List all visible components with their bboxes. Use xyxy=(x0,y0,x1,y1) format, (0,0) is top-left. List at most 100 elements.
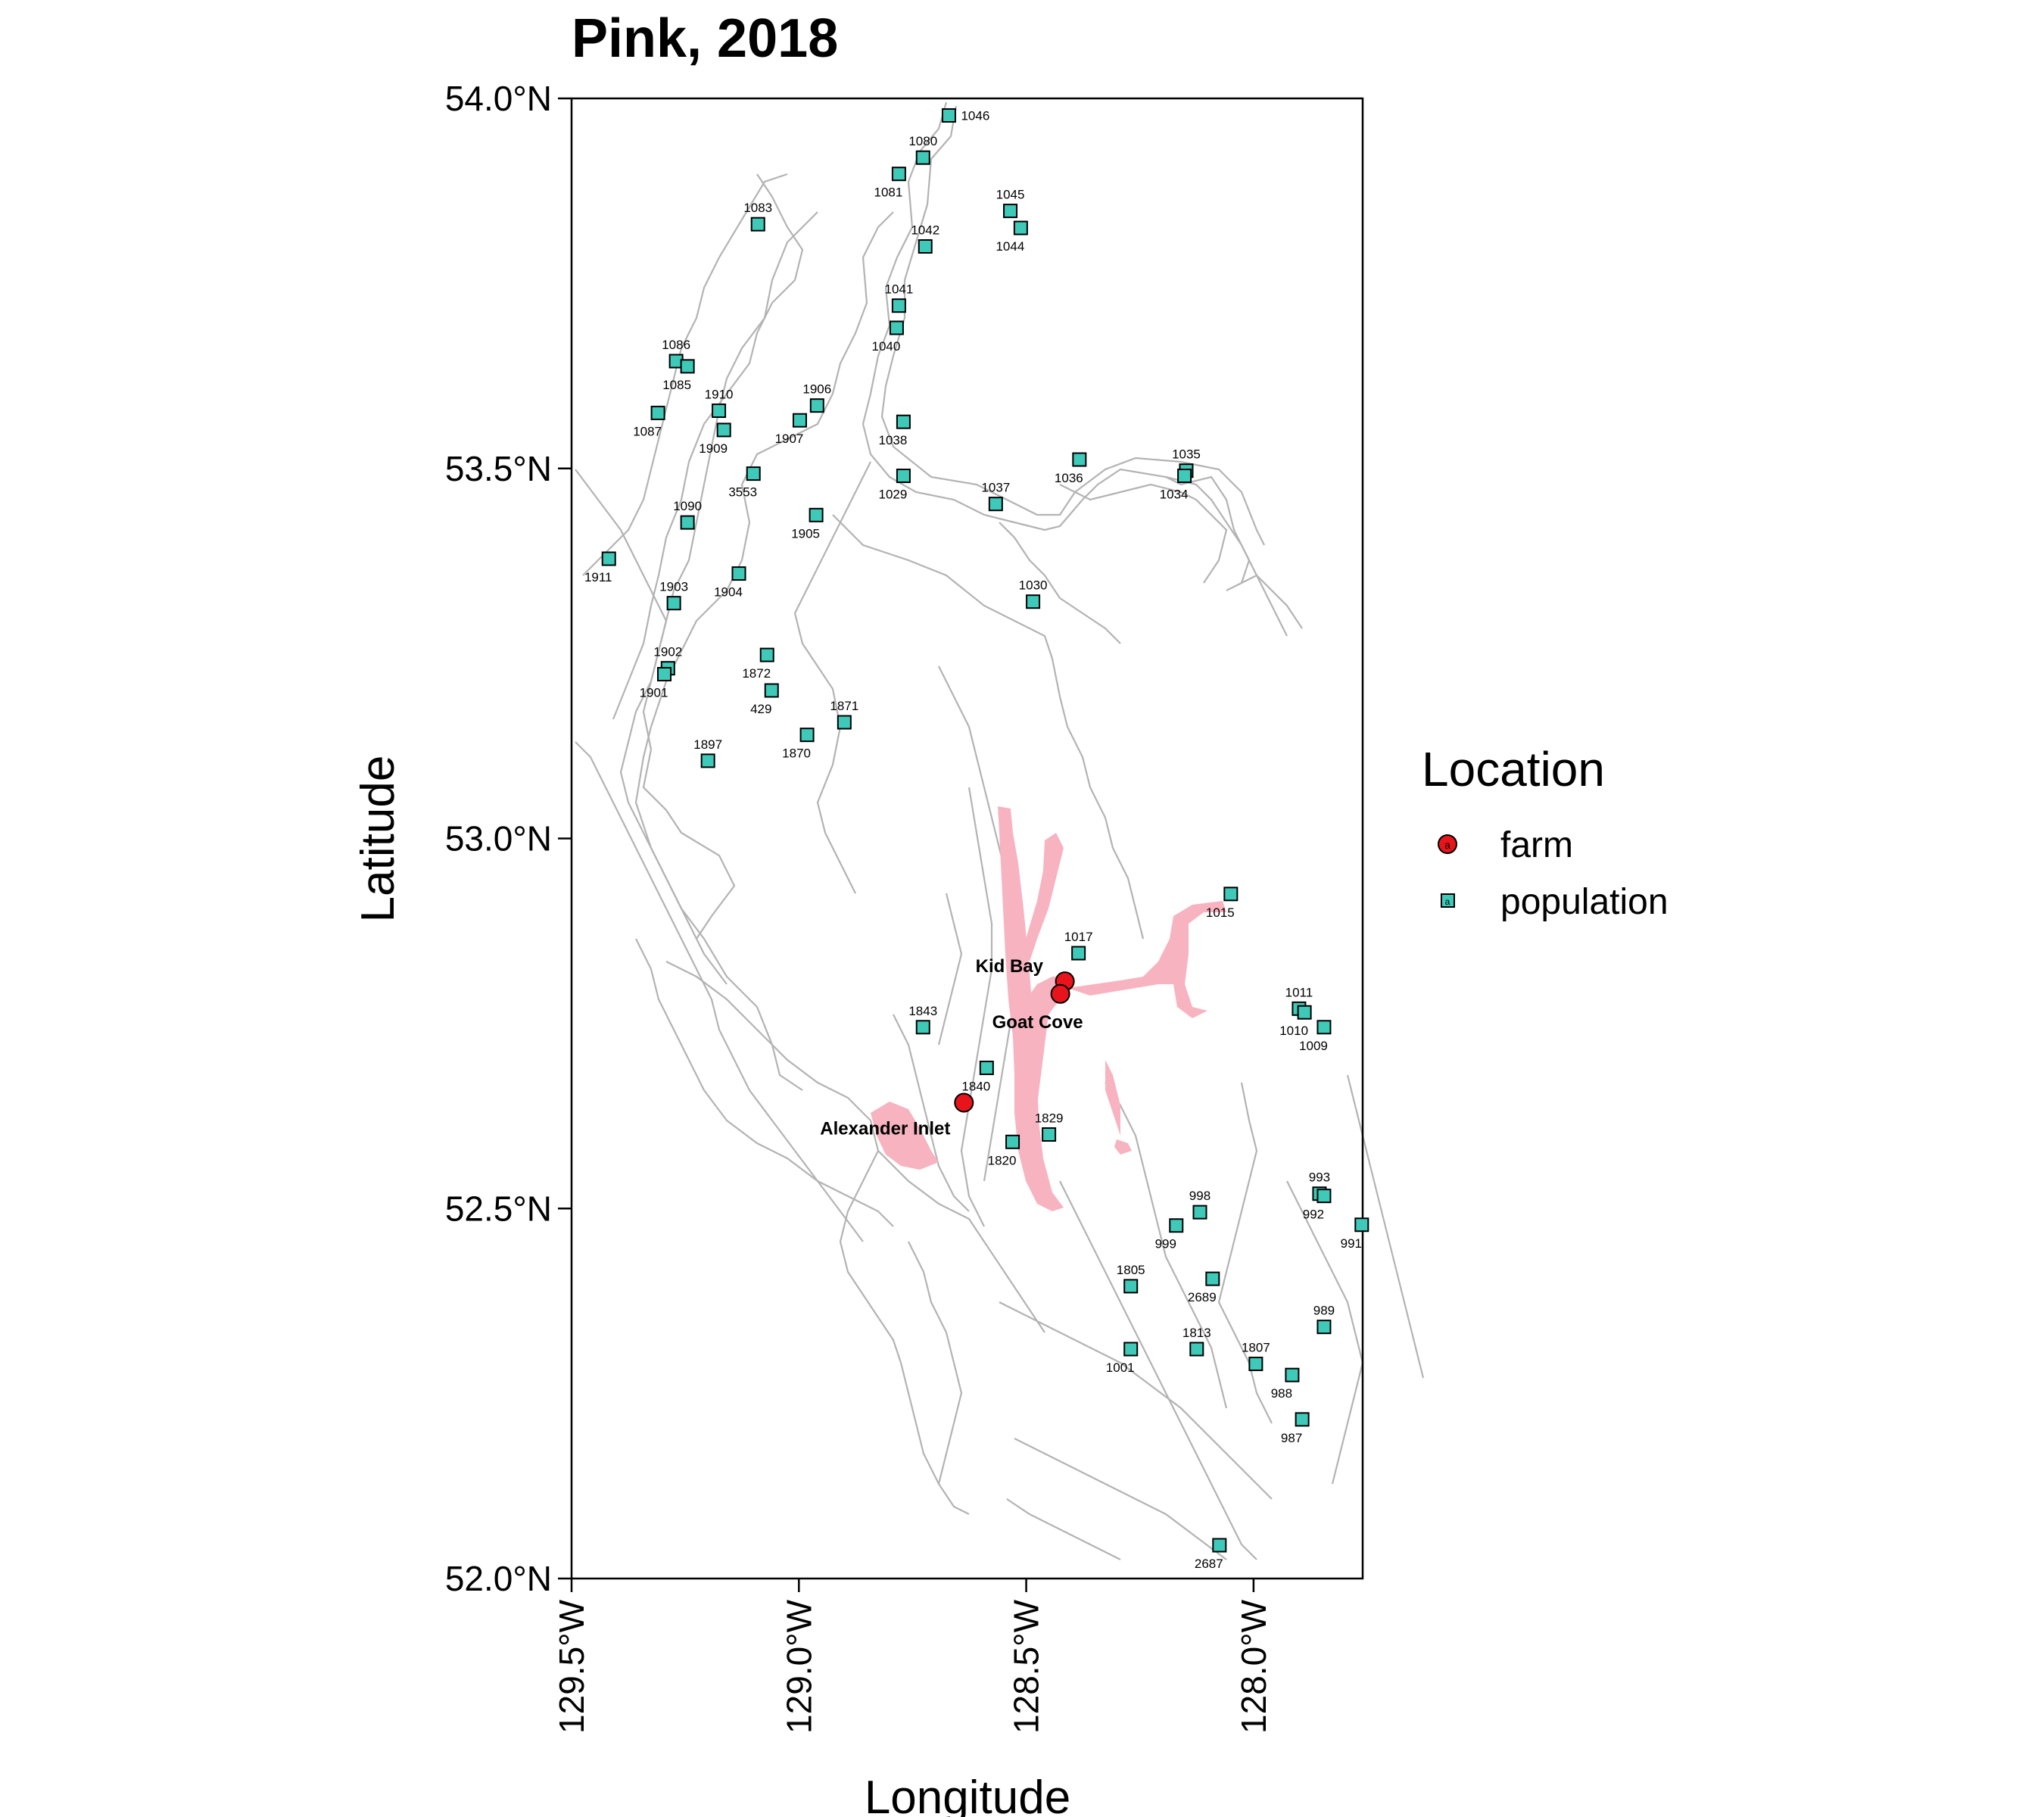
population-marker xyxy=(891,298,906,313)
y-tick-label: 54.0°N xyxy=(445,79,552,118)
population-marker xyxy=(941,108,956,123)
population-marker xyxy=(1071,946,1086,961)
population-marker xyxy=(889,320,904,335)
population-label: 988 xyxy=(1271,1386,1292,1401)
map-title: Pink, 2018 xyxy=(572,8,838,69)
population-marker xyxy=(1013,220,1028,235)
population-label: 1080 xyxy=(908,134,937,148)
y-tick-label: 53.5°N xyxy=(445,449,552,488)
population-marker xyxy=(1169,1218,1184,1233)
population-label: 1038 xyxy=(879,433,908,447)
farm-zone-area xyxy=(1105,1060,1120,1136)
farm-zone-area xyxy=(871,1102,939,1170)
population-marker xyxy=(700,753,715,768)
population-label: 1009 xyxy=(1299,1039,1328,1053)
population-label: 1046 xyxy=(961,108,989,123)
legend-key-glyph: a xyxy=(1445,896,1450,907)
legend: Location a farm a population xyxy=(1422,742,1669,922)
coastline xyxy=(877,1150,1045,1333)
coastline xyxy=(634,211,894,1091)
population-label: 992 xyxy=(1303,1208,1324,1222)
population-label: 1085 xyxy=(662,378,691,392)
y-tick-label: 52.5°N xyxy=(445,1189,552,1228)
coastline xyxy=(635,938,894,1227)
population-label: 429 xyxy=(750,702,771,716)
coastline xyxy=(575,469,728,985)
population-label: 1034 xyxy=(1160,488,1189,502)
population-label: 1042 xyxy=(911,223,939,238)
population-marker xyxy=(988,497,1003,512)
farm-zone-layer xyxy=(871,806,1226,1211)
population-marker xyxy=(792,413,807,428)
legend-label-population: population xyxy=(1500,882,1669,922)
population-marker xyxy=(1316,1320,1332,1335)
coastline xyxy=(999,522,1121,644)
population-marker xyxy=(896,469,911,484)
population-marker xyxy=(716,422,731,438)
population-marker xyxy=(1042,1127,1057,1142)
farm-layer: Kid Bay Goat Cove Alexander Inlet xyxy=(820,956,1083,1139)
coastline xyxy=(908,1241,963,1485)
population-label: 1041 xyxy=(884,282,913,297)
farm-zone-area xyxy=(1018,977,1067,1105)
x-tick-label: 128.0°W xyxy=(1234,1599,1273,1734)
population-label: 1805 xyxy=(1117,1263,1145,1277)
farm-marker xyxy=(954,1092,974,1113)
population-marker xyxy=(650,405,665,420)
population-marker xyxy=(809,398,824,413)
farm-zone-area xyxy=(1067,901,1226,1018)
population-marker xyxy=(1316,1020,1332,1035)
population-marker xyxy=(1212,1538,1227,1553)
farm-label: Alexander Inlet xyxy=(820,1118,950,1139)
population-marker xyxy=(680,515,695,530)
population-label: 1011 xyxy=(1285,985,1313,999)
population-label: 989 xyxy=(1313,1304,1335,1318)
population-label: 1086 xyxy=(662,338,690,352)
x-tick-label: 128.5°W xyxy=(1007,1599,1046,1734)
population-label: 1820 xyxy=(988,1153,1017,1167)
population-label: 1829 xyxy=(1035,1111,1064,1126)
coastline xyxy=(880,105,1265,546)
farm-marker xyxy=(1050,983,1070,1004)
population-label: 1037 xyxy=(981,481,1010,495)
population-label: 1001 xyxy=(1106,1360,1135,1375)
population-marker xyxy=(1316,1189,1332,1204)
population-marker xyxy=(750,217,765,232)
population-marker xyxy=(1177,469,1192,484)
farm-zone-area xyxy=(1114,1139,1132,1155)
population-label: 1015 xyxy=(1206,905,1235,920)
population-label: 1872 xyxy=(742,666,771,681)
coastline xyxy=(582,173,788,576)
coastline xyxy=(575,741,864,1242)
population-label: 3553 xyxy=(728,485,757,500)
population-marker xyxy=(1026,594,1041,609)
coastline xyxy=(1165,475,1288,637)
population-layer: 1046 1080 1081 1045 1044 1083 1042 1041 1040 1086… xyxy=(584,108,1369,1571)
population-marker xyxy=(680,359,695,374)
population-label: 1905 xyxy=(791,526,820,541)
coastline xyxy=(1105,1082,1228,1409)
population-label: 1870 xyxy=(782,746,811,761)
coastline xyxy=(893,1014,970,1212)
population-label: 1029 xyxy=(879,488,908,502)
population-marker xyxy=(1192,1205,1207,1220)
population-label: 1906 xyxy=(802,382,831,397)
population-marker xyxy=(915,150,930,165)
population-label: 1909 xyxy=(699,441,728,456)
population-label: 991 xyxy=(1341,1236,1362,1251)
population-marker xyxy=(896,414,911,429)
x-axis: 129.5°W 129.0°W 128.5°W 128.0°W xyxy=(552,1579,1273,1734)
farm-marker-icon xyxy=(1438,834,1457,854)
population-marker xyxy=(712,404,727,419)
coastline xyxy=(1059,483,1228,584)
x-tick-label: 129.0°W xyxy=(779,1599,818,1734)
population-label: 1045 xyxy=(996,188,1025,202)
population-marker xyxy=(1205,1271,1220,1286)
coastline xyxy=(960,787,993,1227)
population-label: 1017 xyxy=(1064,930,1093,944)
population-marker xyxy=(1248,1357,1263,1372)
population-marker xyxy=(1354,1217,1369,1233)
population-label: 1044 xyxy=(996,239,1024,254)
population-label: 1897 xyxy=(693,737,722,752)
legend-key-glyph: a xyxy=(1444,839,1450,851)
